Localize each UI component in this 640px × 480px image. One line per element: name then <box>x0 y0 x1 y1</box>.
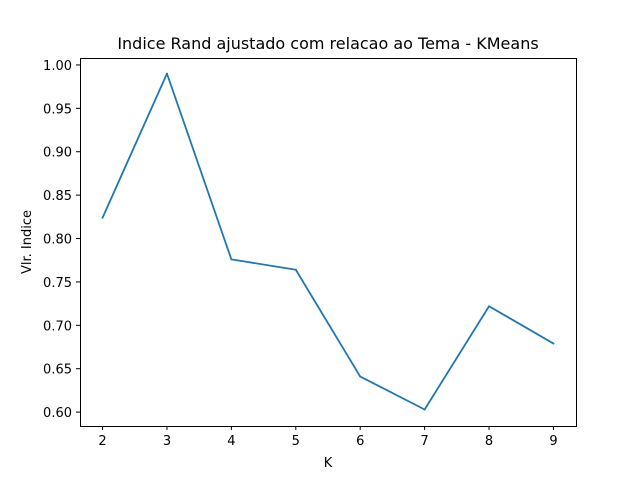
y-axis: 0.60 0.65 0.70 0.75 0.80 0.85 0.90 0.95 1.00 <box>43 59 80 421</box>
x-tick-label: 5 <box>292 434 300 449</box>
x-tick-label: 4 <box>227 434 235 449</box>
data-point <box>230 258 233 261</box>
x-axis: 2 3 4 5 6 7 8 9 <box>98 426 558 449</box>
data-point <box>294 268 297 271</box>
y-tick-label: 0.65 <box>43 363 72 378</box>
y-tick-label: 0.95 <box>43 102 72 117</box>
y-tick-label: 0.75 <box>43 276 72 291</box>
data-point <box>101 216 104 219</box>
y-tick-label: 0.70 <box>43 319 72 334</box>
plot-frame <box>80 58 577 427</box>
y-tick-label: 0.80 <box>43 233 72 248</box>
y-tick-label: 0.90 <box>43 146 72 161</box>
data-point <box>423 408 426 411</box>
data-point <box>359 375 362 378</box>
chart-title: Indice Rand ajustado com relacao ao Tema… <box>117 34 538 53</box>
series-layer <box>101 72 555 411</box>
x-tick-label: 9 <box>549 434 557 449</box>
x-tick-label: 6 <box>356 434 364 449</box>
y-tick-label: 0.85 <box>43 189 72 204</box>
x-tick-label: 2 <box>98 434 106 449</box>
series-line-0 <box>101 72 555 411</box>
data-point <box>488 305 490 308</box>
x-axis-label: K <box>324 456 333 471</box>
x-tick-label: 3 <box>163 434 171 449</box>
x-tick-label: 7 <box>420 434 428 449</box>
x-tick-label: 8 <box>485 434 493 449</box>
y-tick-label: 1.00 <box>43 59 72 74</box>
data-point <box>552 342 555 345</box>
y-tick-label: 0.60 <box>43 406 72 421</box>
y-axis-label: Vlr. Indice <box>20 210 35 274</box>
data-point <box>166 72 168 75</box>
